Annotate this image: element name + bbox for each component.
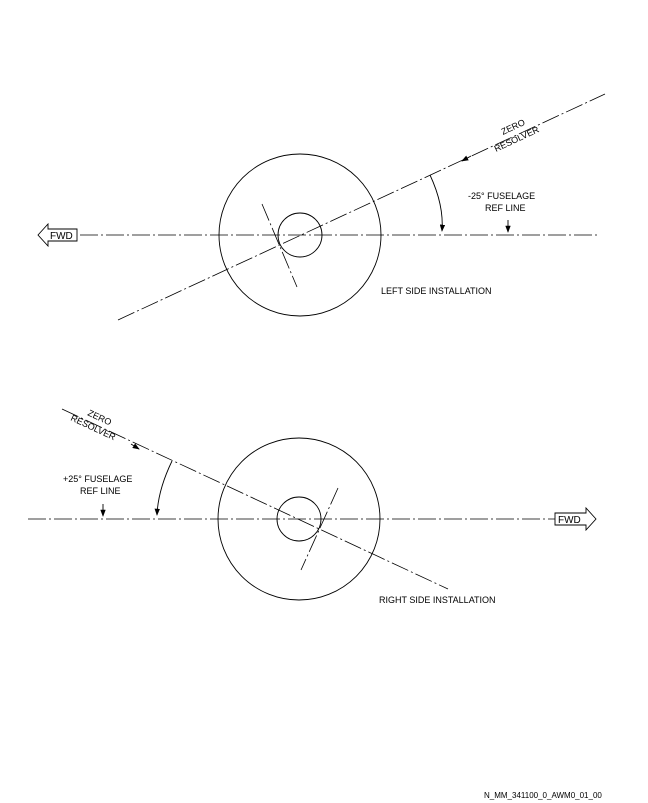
installation-caption: LEFT SIDE INSTALLATION: [381, 286, 492, 296]
installation-caption: RIGHT SIDE INSTALLATION: [379, 595, 496, 605]
angle-arc: [429, 174, 446, 232]
ref-line-label: REF LINE: [80, 486, 121, 496]
outer-circle: [217, 437, 381, 601]
angle-label: +25° FUSELAGE: [63, 474, 132, 484]
fwd-arrow: FWD: [37, 222, 78, 248]
ref-line-label: REF LINE: [485, 203, 526, 213]
angle-arc: [154, 460, 173, 516]
resolver-pointer: [130, 443, 140, 450]
outer-circle: [218, 153, 382, 317]
inner-circle: [277, 212, 323, 258]
resolver-pointer: [461, 155, 472, 162]
fwd-label: FWD: [50, 231, 73, 242]
right-side-installation: FWD ZERO RESOLVER +25° FUSELAGE REF LINE…: [28, 408, 597, 605]
zero-resolver-line: [117, 93, 606, 321]
fwd-arrow: FWD: [554, 506, 597, 532]
perpendicular-centerline: [300, 487, 339, 571]
left-side-installation: FWD ZERO RESOLVER -25° FUSELAGE REF LINE…: [37, 93, 606, 321]
fwd-label: FWD: [558, 515, 581, 526]
figure-id: N_MM_341100_0_AWM0_01_00: [484, 791, 602, 800]
perpendicular-centerline: [261, 203, 298, 288]
zero-resolver-line: [61, 408, 449, 590]
inner-circle: [276, 496, 322, 542]
angle-label: -25° FUSELAGE: [468, 191, 535, 201]
